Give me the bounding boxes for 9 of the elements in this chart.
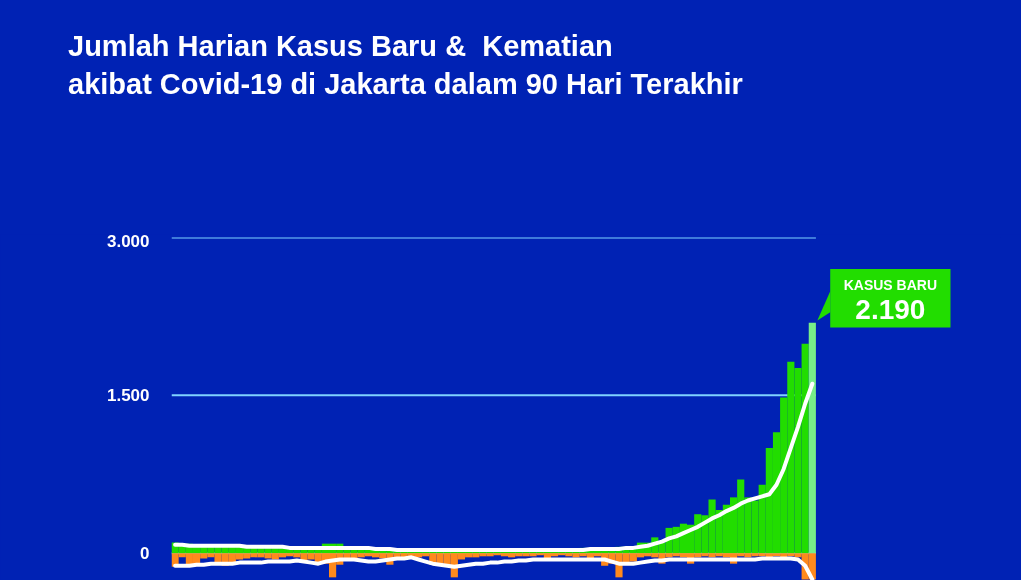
chart-title: Jumlah Harian Kasus Baru & Kematian akibat Covid-19 di Jakarta dalam 90 Hari Terakhir (68, 29, 743, 102)
text: KASUS BARU (843, 276, 938, 293)
data-label: 2.190 (855, 294, 926, 326)
line-series (173, 555, 815, 580)
y-tick-label: 1.500 (106, 386, 150, 406)
y-tick-label: 0 (140, 544, 150, 564)
line-series (173, 381, 815, 552)
bar (808, 322, 816, 554)
y-tick-label: 3.000 (106, 231, 150, 251)
